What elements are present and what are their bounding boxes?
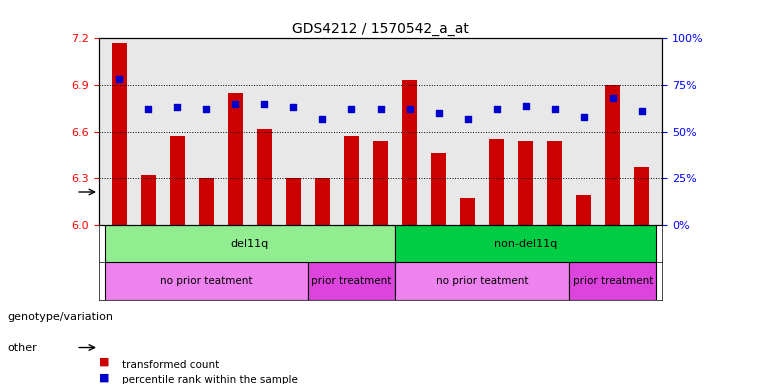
Point	[374, 106, 387, 113]
Text: ■: ■	[99, 357, 110, 367]
Bar	[518, 141, 533, 225]
Point	[258, 101, 270, 107]
Point	[113, 76, 126, 83]
Text: no prior teatment: no prior teatment	[160, 276, 253, 286]
Bar	[403, 80, 417, 225]
Bar	[199, 178, 214, 225]
FancyBboxPatch shape	[105, 225, 395, 262]
FancyBboxPatch shape	[395, 225, 656, 262]
Text: genotype/variation: genotype/variation	[8, 312, 113, 322]
Bar	[344, 136, 358, 225]
Title: GDS4212 / 1570542_a_at: GDS4212 / 1570542_a_at	[292, 22, 469, 36]
Point	[345, 106, 358, 113]
Text: ■: ■	[99, 372, 110, 382]
FancyBboxPatch shape	[395, 262, 569, 300]
Bar	[228, 93, 243, 225]
Bar	[606, 85, 620, 225]
Text: transformed count: transformed count	[122, 360, 219, 370]
Bar	[547, 141, 562, 225]
FancyBboxPatch shape	[569, 262, 656, 300]
Point	[491, 106, 503, 113]
FancyBboxPatch shape	[105, 262, 308, 300]
Text: del11q: del11q	[231, 238, 269, 248]
Point	[549, 106, 561, 113]
Text: other: other	[8, 343, 37, 353]
Point	[635, 108, 648, 114]
Text: no prior teatment: no prior teatment	[436, 276, 528, 286]
Text: prior treatment: prior treatment	[572, 276, 653, 286]
Bar	[141, 175, 155, 225]
Point	[403, 106, 416, 113]
Bar	[315, 178, 330, 225]
Bar	[489, 139, 504, 225]
Point	[288, 104, 300, 111]
Bar	[635, 167, 649, 225]
Bar	[170, 136, 185, 225]
Bar	[112, 43, 126, 225]
Point	[200, 106, 212, 113]
Point	[578, 114, 590, 120]
Text: non-del11q: non-del11q	[494, 238, 557, 248]
Bar	[373, 141, 388, 225]
Bar	[286, 178, 301, 225]
Bar	[257, 129, 272, 225]
Text: prior treatment: prior treatment	[311, 276, 392, 286]
Bar	[576, 195, 591, 225]
FancyBboxPatch shape	[308, 262, 395, 300]
Text: percentile rank within the sample: percentile rank within the sample	[122, 375, 298, 384]
Point	[171, 104, 183, 111]
Bar	[460, 199, 475, 225]
Point	[607, 95, 619, 101]
Point	[142, 106, 154, 113]
Point	[229, 101, 241, 107]
Point	[520, 103, 532, 109]
Bar	[431, 154, 446, 225]
Point	[432, 110, 444, 116]
Point	[461, 116, 473, 122]
Point	[317, 116, 329, 122]
